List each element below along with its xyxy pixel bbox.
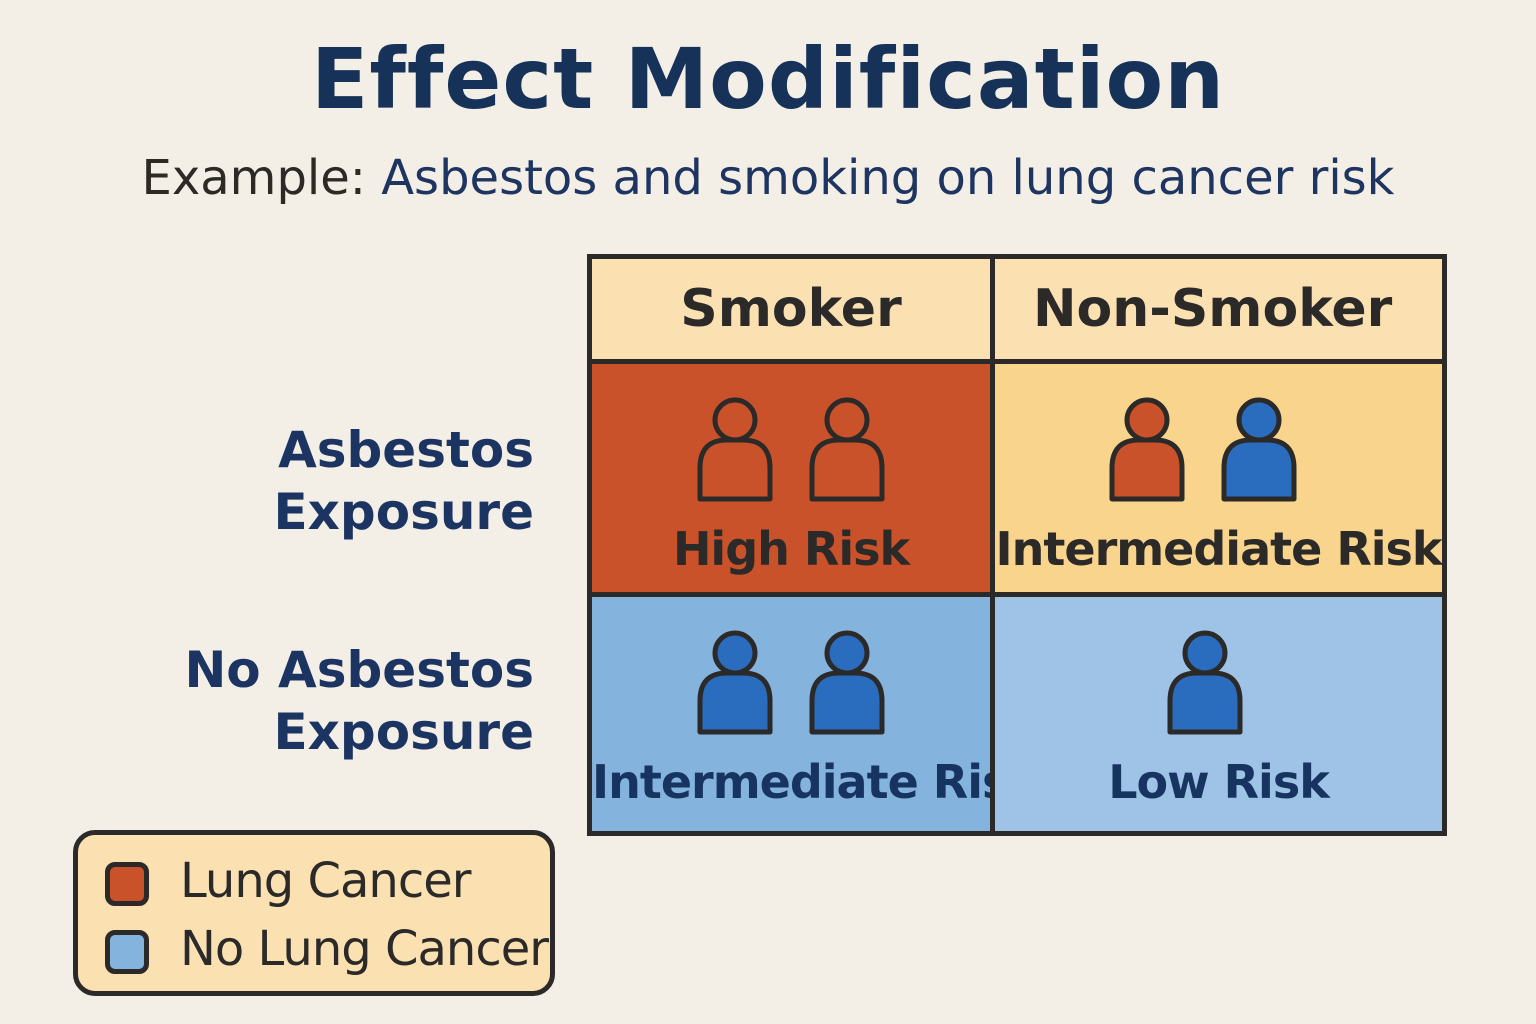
subtitle: Example: Asbestos and smoking on lung ca…	[0, 150, 1536, 206]
risk-label-low: Low Risk	[1108, 755, 1330, 809]
row-label-no-asbestos-exposure: No Asbestos Exposure	[14, 639, 534, 763]
legend-swatch-lung-cancer	[105, 862, 149, 906]
subtitle-text: Asbestos and smoking on lung cancer risk	[381, 150, 1395, 206]
row-label-asbestos-exposure: Asbestos Exposure	[14, 419, 534, 543]
legend: Lung Cancer No Lung Cancer	[73, 830, 555, 996]
page-title: Effect Modification	[310, 30, 1226, 128]
person-no-cancer-icon	[1167, 630, 1243, 735]
risk-grid: Smoker Non-Smoker High Risk Intermediate…	[587, 254, 1447, 836]
row-label-line: Asbestos	[278, 421, 534, 479]
cell-non-smoker-asbestos: Intermediate Risk	[995, 364, 1442, 592]
risk-label-intermediate: Intermediate Risk	[995, 522, 1442, 576]
row-label-line: Exposure	[273, 703, 534, 761]
cell-smoker-no-asbestos: Intermediate Risk	[592, 597, 990, 831]
person-no-cancer-icon	[697, 630, 773, 735]
cell-non-smoker-no-asbestos: Low Risk	[995, 597, 1442, 831]
column-header-smoker: Smoker	[592, 259, 990, 359]
person-cancer-icon	[1109, 397, 1185, 502]
legend-swatch-no-lung-cancer	[105, 930, 149, 974]
risk-label-intermediate: Intermediate Risk	[592, 755, 990, 809]
risk-label-high: High Risk	[672, 522, 910, 576]
person-no-cancer-icon	[809, 630, 885, 735]
person-outline-cancer-icon	[697, 397, 773, 502]
person-no-cancer-icon	[1221, 397, 1297, 502]
person-outline-cancer-icon	[809, 397, 885, 502]
cell-smoker-asbestos: High Risk	[592, 364, 990, 592]
row-label-line: Exposure	[273, 483, 534, 541]
legend-label-no-lung-cancer: No Lung Cancer	[180, 921, 549, 977]
column-header-non-smoker: Non-Smoker	[995, 259, 1442, 359]
subtitle-prefix: Example:	[141, 150, 366, 206]
row-label-line: No Asbestos	[184, 641, 534, 699]
legend-label-lung-cancer: Lung Cancer	[180, 853, 471, 909]
